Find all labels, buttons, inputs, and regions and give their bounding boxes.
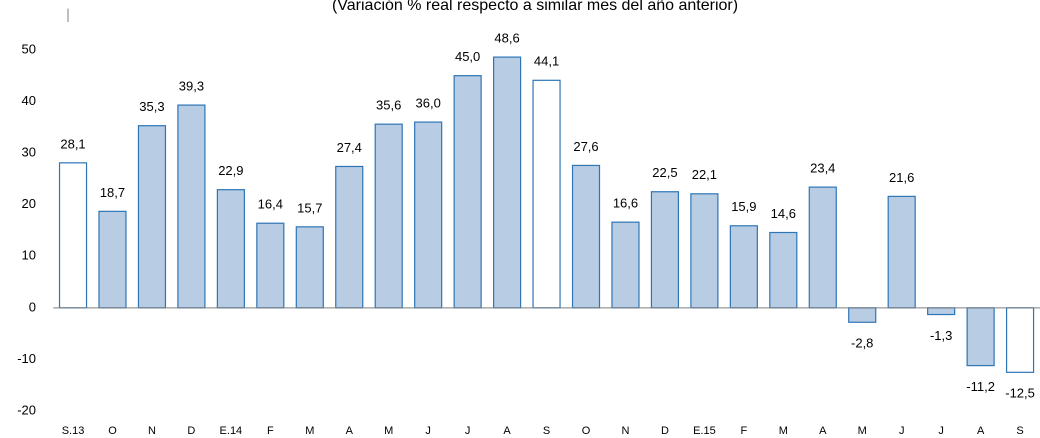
bar bbox=[650, 191, 680, 309]
y-tick-label: 30 bbox=[22, 144, 36, 159]
bar bbox=[98, 210, 127, 309]
value-label: 27,6 bbox=[573, 139, 598, 154]
value-label: -1,3 bbox=[930, 328, 952, 343]
bar bbox=[1005, 307, 1035, 373]
bar bbox=[848, 307, 877, 323]
y-tick-label: 0 bbox=[29, 299, 36, 314]
x-tick-label: M bbox=[305, 425, 314, 437]
y-tick-label: 50 bbox=[22, 41, 36, 56]
value-label: 23,4 bbox=[810, 161, 835, 176]
value-label: 15,7 bbox=[297, 200, 322, 215]
x-tick-label: M bbox=[858, 425, 867, 437]
value-label: 28,1 bbox=[60, 136, 85, 151]
value-label: 22,1 bbox=[692, 167, 717, 182]
bar bbox=[177, 104, 206, 309]
x-tick-label: F bbox=[740, 425, 747, 437]
y-tick-label: 40 bbox=[22, 93, 36, 108]
bar bbox=[690, 193, 719, 309]
x-tick-label: J bbox=[938, 425, 944, 437]
bar bbox=[611, 221, 640, 309]
bar bbox=[571, 164, 601, 309]
value-label: 44,1 bbox=[534, 54, 559, 69]
value-label: 15,9 bbox=[731, 199, 756, 214]
value-label: 16,4 bbox=[258, 197, 283, 212]
bar bbox=[58, 162, 88, 309]
bar bbox=[453, 75, 482, 309]
x-tick-label: D bbox=[187, 425, 195, 437]
x-tick-label: A bbox=[977, 425, 985, 437]
bar bbox=[769, 231, 798, 309]
x-tick-label: F bbox=[267, 425, 274, 437]
y-tick-label: -20 bbox=[17, 402, 36, 417]
value-label: 45,0 bbox=[455, 49, 480, 64]
bar bbox=[335, 165, 364, 309]
value-label: 39,3 bbox=[179, 79, 204, 94]
y-tick-label: 10 bbox=[22, 248, 36, 263]
bar bbox=[374, 123, 403, 309]
x-tick-label: M bbox=[779, 425, 788, 437]
x-tick-label: N bbox=[621, 425, 629, 437]
y-tick-label: 20 bbox=[22, 196, 36, 211]
bar bbox=[532, 79, 561, 309]
x-tick-label: M bbox=[384, 425, 393, 437]
bar bbox=[216, 189, 245, 309]
x-tick-label: N bbox=[148, 425, 156, 437]
value-label: 27,4 bbox=[337, 140, 362, 155]
x-tick-label: S.13 bbox=[62, 425, 85, 437]
x-tick-label: A bbox=[503, 425, 511, 437]
x-tick-label: O bbox=[582, 425, 591, 437]
value-label: 48,6 bbox=[494, 31, 519, 46]
value-label: -2,8 bbox=[851, 336, 873, 351]
x-tick-label: S bbox=[1016, 425, 1023, 437]
x-tick-label: E.14 bbox=[220, 425, 243, 437]
value-label: 22,5 bbox=[652, 165, 677, 180]
x-tick-label: A bbox=[819, 425, 827, 437]
x-tick-label: D bbox=[661, 425, 669, 437]
x-tick-label: S bbox=[543, 425, 550, 437]
value-label: 14,6 bbox=[771, 206, 796, 221]
bar bbox=[729, 225, 758, 309]
value-label: -11,2 bbox=[966, 379, 995, 394]
bar bbox=[887, 195, 916, 309]
y-tick-label: -10 bbox=[17, 351, 36, 366]
value-label: -12,5 bbox=[1005, 386, 1035, 401]
value-label: 35,3 bbox=[139, 99, 164, 114]
value-label: 22,9 bbox=[218, 163, 243, 178]
x-tick-label: E.15 bbox=[693, 425, 716, 437]
bar bbox=[808, 186, 837, 309]
bar bbox=[966, 307, 995, 367]
x-tick-label: J bbox=[465, 425, 471, 437]
bar bbox=[492, 56, 522, 309]
value-label: 36,0 bbox=[416, 96, 441, 111]
value-label: 18,7 bbox=[100, 185, 125, 200]
bar bbox=[256, 222, 285, 309]
x-tick-label: J bbox=[425, 425, 431, 437]
value-label: 35,6 bbox=[376, 98, 401, 113]
bar bbox=[137, 125, 167, 309]
x-tick-label: A bbox=[346, 425, 354, 437]
value-label: 21,6 bbox=[889, 170, 914, 185]
chart-subtitle: (Variación % real respecto a similar mes… bbox=[332, 0, 738, 14]
value-label: 16,6 bbox=[613, 196, 638, 211]
bar bbox=[414, 121, 443, 309]
bar bbox=[295, 226, 324, 309]
x-tick-label: O bbox=[108, 425, 117, 437]
bar bbox=[927, 307, 956, 316]
x-tick-label: J bbox=[899, 425, 905, 437]
